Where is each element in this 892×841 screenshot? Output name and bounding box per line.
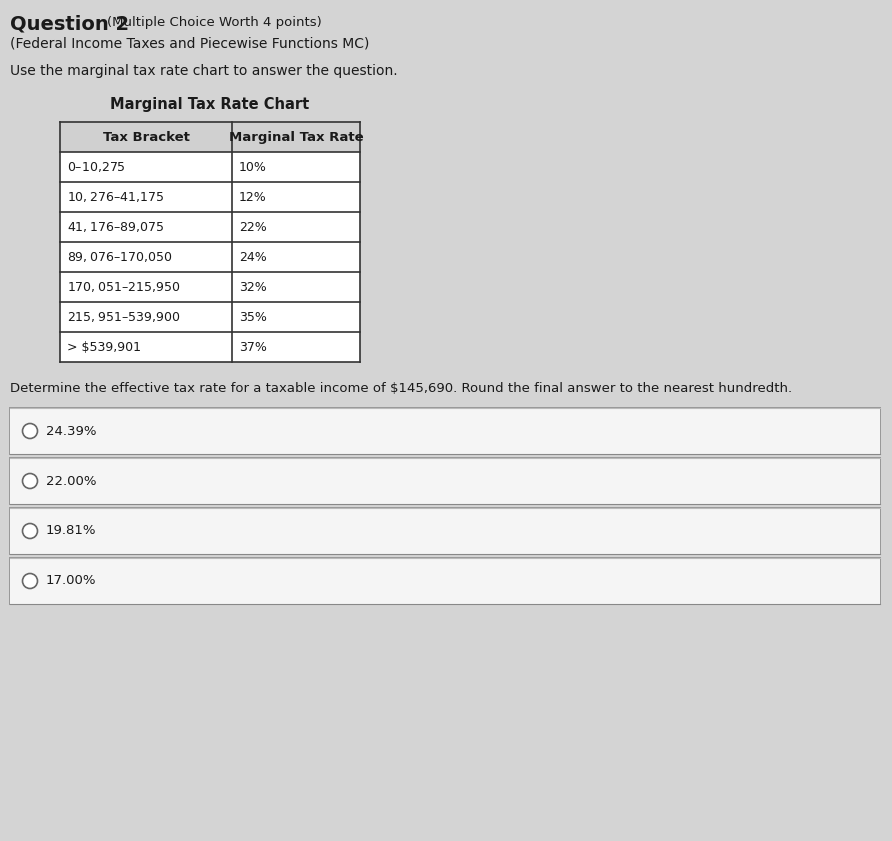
Text: Marginal Tax Rate: Marginal Tax Rate (228, 130, 363, 144)
Bar (10, 508, 880, 554)
Text: $41,176–$89,075: $41,176–$89,075 (67, 220, 164, 234)
Bar (9, 407, 881, 455)
Circle shape (22, 574, 37, 589)
Bar (10, 458, 880, 504)
Text: 32%: 32% (239, 281, 267, 294)
Text: > $539,901: > $539,901 (67, 341, 141, 353)
Circle shape (22, 523, 37, 538)
Text: (Multiple Choice Worth 4 points): (Multiple Choice Worth 4 points) (107, 16, 322, 29)
Text: 22.00%: 22.00% (46, 474, 96, 488)
Text: $170,051–$215,950: $170,051–$215,950 (67, 280, 180, 294)
Bar (9, 557, 881, 605)
Bar (60, 122, 360, 362)
Circle shape (22, 424, 37, 438)
Text: Determine the effective tax rate for a taxable income of $145,690. Round the fin: Determine the effective tax rate for a t… (10, 382, 792, 395)
Bar (10, 408, 880, 454)
Text: (Federal Income Taxes and Piecewise Functions MC): (Federal Income Taxes and Piecewise Func… (10, 36, 369, 50)
Text: 17.00%: 17.00% (46, 574, 96, 588)
Text: 10%: 10% (239, 161, 267, 173)
Text: 35%: 35% (239, 310, 267, 324)
Text: 12%: 12% (239, 191, 267, 204)
Text: 37%: 37% (239, 341, 267, 353)
Bar (9, 457, 881, 505)
Text: $10,276–$41,175: $10,276–$41,175 (67, 190, 164, 204)
Text: 19.81%: 19.81% (46, 525, 96, 537)
Text: $89,076–$170,050: $89,076–$170,050 (67, 250, 172, 264)
Text: $215,951–$539,900: $215,951–$539,900 (67, 310, 180, 324)
Text: Tax Bracket: Tax Bracket (103, 130, 189, 144)
Text: Use the marginal tax rate chart to answer the question.: Use the marginal tax rate chart to answe… (10, 64, 398, 78)
Text: 24.39%: 24.39% (46, 425, 96, 437)
Bar (10, 558, 880, 604)
Text: 24%: 24% (239, 251, 267, 263)
Circle shape (22, 473, 37, 489)
Bar (9, 507, 881, 555)
Bar (60, 122, 360, 152)
Text: Marginal Tax Rate Chart: Marginal Tax Rate Chart (111, 97, 310, 112)
Text: Question 2: Question 2 (10, 14, 129, 33)
Text: 22%: 22% (239, 220, 267, 234)
Text: $0–$10,275: $0–$10,275 (67, 160, 126, 174)
